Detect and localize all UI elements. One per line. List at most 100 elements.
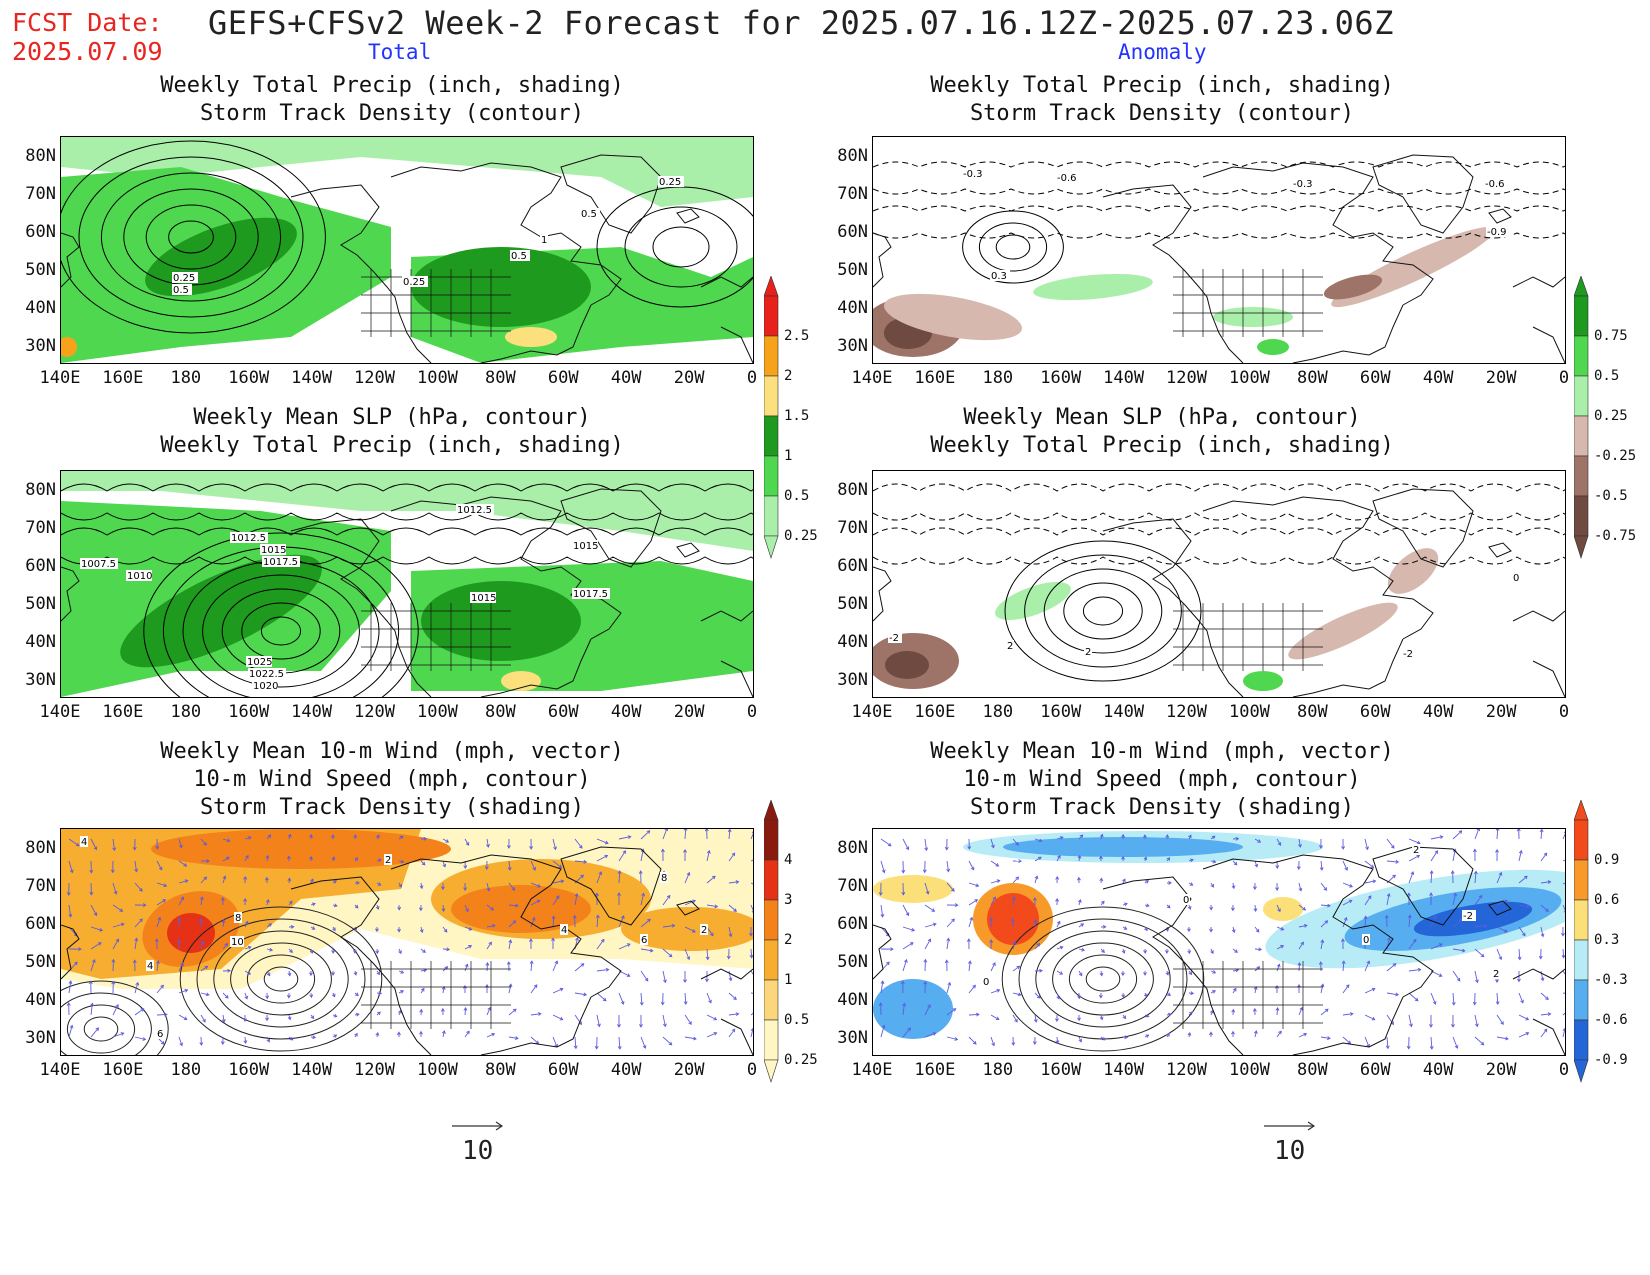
contour-label: 1025: [247, 657, 272, 668]
colorbar-segment: [1573, 1019, 1589, 1061]
colorbar-tick-label: 2: [784, 368, 793, 384]
contour-label: 1017.5: [263, 557, 298, 568]
panel-title-total-wind-storm: Weekly Mean 10-m Wind (mph, vector) 10-m …: [160, 739, 624, 820]
latitude-label: 60N: [25, 222, 56, 242]
longitude-label: 120W: [354, 1060, 395, 1080]
map-anomaly-slp-precip: 0 2 -2 2 -2: [872, 470, 1566, 698]
contour-label: -2: [1463, 911, 1473, 922]
storm-density-medium: [151, 829, 451, 869]
longitude-label: 20W: [673, 1060, 705, 1080]
longitude-label: 140E: [39, 368, 81, 388]
longitude-label: 0: [746, 1060, 758, 1080]
longitude-label: 80W: [1297, 702, 1328, 722]
longitude-label: 160W: [1040, 368, 1082, 388]
colorbar-tick-label: -0.3: [1594, 972, 1628, 988]
colorbar-tick-label: 1.5: [784, 408, 810, 424]
precip-shading-light: [61, 137, 753, 207]
precip-shading-heavy: [421, 581, 581, 661]
colorbar-tick-label: 0.25: [1594, 408, 1628, 424]
contour-label: 1017.5: [573, 589, 608, 600]
longitude-label: 60W: [547, 1060, 579, 1080]
longitude-label: 140E: [851, 368, 893, 388]
colorbar-segment: [1573, 335, 1589, 377]
longitude-label: 100W: [416, 702, 458, 722]
contour-label: 0.25: [659, 177, 681, 188]
colorbar-segment: [763, 979, 779, 1021]
longitude-label: 100W: [416, 368, 458, 388]
coastline-outline: [61, 846, 753, 1055]
colorbar-segment: [763, 495, 779, 537]
longitude-label: 160W: [1040, 1060, 1082, 1080]
longitude-label: 80W: [485, 368, 516, 388]
colorbar-segment: [1573, 859, 1589, 901]
precip-anomaly-positive: [1213, 307, 1293, 327]
storm-density-low: [621, 907, 753, 951]
contour-label: 6: [157, 1029, 163, 1040]
precip-anomaly-strong-negative: [885, 651, 929, 679]
longitude-label: 140E: [39, 1060, 81, 1080]
colorbar-tick-label: -0.5: [1594, 488, 1628, 504]
precip-anomaly-weak-negative: [883, 293, 1023, 341]
longitude-label: 100W: [1228, 702, 1270, 722]
longitude-label: 140W: [1103, 1060, 1145, 1080]
longitude-label: 180: [170, 1060, 202, 1080]
precip-shading-light: [61, 471, 753, 551]
latitude-label: 60N: [837, 222, 868, 242]
map-anomaly-wind-storm-density: 2 0 0 -2 0 2: [872, 828, 1566, 1056]
latitude-label: 70N: [25, 518, 56, 538]
colorbar-segment: [763, 859, 779, 901]
longitude-label: 60W: [547, 368, 579, 388]
colorbar-tick-label: -0.9: [1594, 1052, 1628, 1068]
coastline-outline: [61, 154, 753, 363]
contour-label: 0: [1183, 895, 1189, 906]
longitude-label: 0: [746, 702, 758, 722]
longitude-label: 0: [1558, 702, 1570, 722]
state-boundaries: [361, 603, 511, 671]
contour-label: -0.3: [963, 169, 983, 180]
precip-shading-heavy: [411, 247, 591, 327]
longitude-label: 120W: [1166, 702, 1207, 722]
longitude-label: 60W: [547, 702, 579, 722]
latitude-label: 80N: [837, 838, 868, 858]
longitude-label: 80W: [1297, 1060, 1328, 1080]
colorbar-graphic: [763, 275, 779, 559]
colorbar-tick-label: -0.25: [1594, 448, 1637, 464]
wind-reference-vector-anomaly: [1262, 1118, 1322, 1137]
storm-anomaly-weak-positive: [873, 875, 953, 903]
contour-label: -0.6: [1057, 173, 1077, 184]
latitude-label: 60N: [837, 914, 868, 934]
contour-label: 0.3: [991, 271, 1007, 282]
contour-label: -0.3: [1293, 179, 1313, 190]
contour-label: 2: [1085, 647, 1091, 658]
longitude-label: 80W: [485, 702, 516, 722]
state-boundaries: [1173, 269, 1323, 337]
contour-label: -0.9: [1487, 227, 1507, 238]
colorbar-storm-density-total: 4 3 2 1 0.5 0.25: [763, 799, 844, 1094]
longitude-label: 100W: [1228, 1060, 1270, 1080]
contour-label: 0: [1363, 935, 1369, 946]
colorbar-segment: [1573, 295, 1589, 337]
fcst-date: 2025.07.09: [12, 37, 163, 66]
contour-label: 1007.5: [81, 559, 116, 570]
contour-label: 6: [641, 935, 647, 946]
latitude-label: 40N: [25, 990, 56, 1010]
colorbar-segment: [763, 819, 779, 861]
longitude-label: 40W: [610, 702, 642, 722]
latitude-label: 50N: [25, 594, 56, 614]
longitude-label: 0: [1558, 368, 1570, 388]
precip-shading-heavy: [120, 554, 322, 668]
storm-track-anomaly-contours: [962, 210, 1064, 284]
storm-anomaly-weak-positive: [1263, 897, 1303, 921]
latitude-label: 80N: [837, 480, 868, 500]
slp-anomaly-contours-negative: [873, 483, 1565, 565]
latitude-label: 50N: [837, 952, 868, 972]
latitude-label: 50N: [837, 594, 868, 614]
longitude-label: 20W: [1485, 368, 1517, 388]
contour-label: 0: [1513, 573, 1519, 584]
contour-label: 1010: [127, 571, 152, 582]
longitude-label: 120W: [1166, 1060, 1207, 1080]
longitude-label: 140W: [291, 702, 333, 722]
latitude-label: 70N: [25, 184, 56, 204]
longitude-label: 0: [746, 368, 758, 388]
fcst-label: FCST Date:: [12, 8, 163, 37]
